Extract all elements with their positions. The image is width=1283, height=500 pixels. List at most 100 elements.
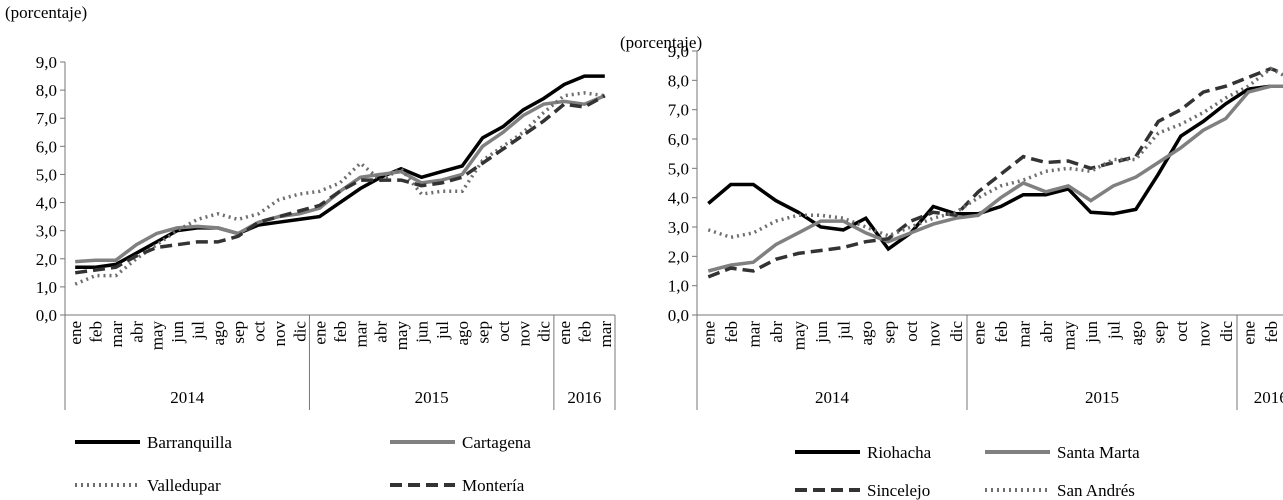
x-tick-label: ene xyxy=(699,321,718,345)
x-tick-label: mar xyxy=(107,321,126,348)
series-line xyxy=(707,84,1283,273)
y-tick-label: 0,0 xyxy=(668,306,689,325)
x-tick-label: nov xyxy=(924,321,943,347)
x-tick-label: oct xyxy=(250,321,269,342)
x-tick-label: mar xyxy=(1014,321,1033,348)
x-tick-label: ene xyxy=(969,321,988,345)
x-tick-label: feb xyxy=(87,321,106,343)
x-tick-label: may xyxy=(789,321,808,351)
x-tick-label: oct xyxy=(902,321,921,342)
x-tick-label: abr xyxy=(767,321,786,343)
year-label: 2014 xyxy=(170,388,205,407)
x-tick-label: ene xyxy=(1239,321,1258,345)
x-tick-label: dic xyxy=(535,321,554,342)
series-line xyxy=(74,91,606,286)
y-tick-label: 7,0 xyxy=(668,101,689,120)
x-tick-label: sep xyxy=(879,321,898,344)
y-tick-label: 5,0 xyxy=(36,165,57,184)
x-tick-label: mar xyxy=(596,321,615,348)
y-tick-label: 2,0 xyxy=(36,250,57,269)
y-tick-label: 6,0 xyxy=(36,137,57,156)
x-tick-label: nov xyxy=(1194,321,1213,347)
y-tick-label: 1,0 xyxy=(36,278,57,297)
series-line xyxy=(75,74,605,269)
x-tick-label: oct xyxy=(1172,321,1191,342)
x-tick-label: abr xyxy=(372,321,391,343)
x-tick-label: nov xyxy=(270,321,289,347)
x-tick-label: jul xyxy=(1104,321,1123,340)
y-tick-label: 9,0 xyxy=(668,42,689,61)
year-label: 2016 xyxy=(567,388,601,407)
series-line xyxy=(707,66,1283,240)
y-tick-label: 8,0 xyxy=(668,71,689,90)
x-tick-label: dic xyxy=(947,321,966,342)
x-tick-label: dic xyxy=(290,321,309,342)
x-tick-label: feb xyxy=(722,321,741,343)
year-label: 2015 xyxy=(1085,388,1119,407)
x-tick-label: ene xyxy=(66,321,85,345)
x-tick-label: may xyxy=(148,321,167,351)
x-tick-label: jun xyxy=(412,321,431,344)
x-tick-label: ene xyxy=(311,321,330,345)
y-tick-label: 3,0 xyxy=(668,218,689,237)
x-tick-label: abr xyxy=(1037,321,1056,343)
x-tick-label: jun xyxy=(812,321,831,344)
legend-label: Cartagena xyxy=(462,433,531,452)
series-line xyxy=(75,94,606,264)
x-tick-label: nov xyxy=(514,321,533,347)
x-tick-label: jun xyxy=(168,321,187,344)
legend-label: Riohacha xyxy=(867,443,932,462)
x-tick-label: ago xyxy=(1127,321,1146,346)
legend-label: San Andrés xyxy=(1057,481,1135,500)
y-tick-label: 8,0 xyxy=(36,81,57,100)
x-tick-label: sep xyxy=(229,321,248,344)
y-tick-label: 6,0 xyxy=(668,130,689,149)
year-label: 2015 xyxy=(415,388,449,407)
x-tick-label: ago xyxy=(209,321,228,346)
y-tick-label: 9,0 xyxy=(36,53,57,72)
series-line xyxy=(74,94,606,275)
x-tick-label: ago xyxy=(857,321,876,346)
x-tick-label: oct xyxy=(494,321,513,342)
x-tick-label: mar xyxy=(351,321,370,348)
x-tick-label: jul xyxy=(433,321,452,340)
x-tick-label: feb xyxy=(575,321,594,343)
chart: (porcentaje) 0,0 1,0 2,0 3,0 4,0 5,0 6,0 7,0 8,0 9… xyxy=(5,3,616,495)
y-axis-label: (porcentaje) xyxy=(620,33,702,52)
x-tick-label: abr xyxy=(127,321,146,343)
x-tick-label: jul xyxy=(834,321,853,340)
y-tick-label: 5,0 xyxy=(668,159,689,178)
x-tick-label: ago xyxy=(453,321,472,346)
x-tick-label: ene xyxy=(555,321,574,345)
legend-label: Valledupar xyxy=(147,476,221,495)
series-line xyxy=(707,84,1283,252)
x-tick-label: mar xyxy=(744,321,763,348)
y-tick-label: 4,0 xyxy=(36,194,57,213)
y-axis-label: (porcentaje) xyxy=(5,3,87,22)
legend-label: Montería xyxy=(462,476,525,495)
y-tick-label: 1,0 xyxy=(668,277,689,296)
x-tick-label: dic xyxy=(1217,321,1236,342)
y-tick-label: 7,0 xyxy=(36,109,57,128)
year-label: 2014 xyxy=(815,388,850,407)
y-tick-label: 3,0 xyxy=(36,222,57,241)
x-tick-label: may xyxy=(392,321,411,351)
year-label: 2016 xyxy=(1254,388,1283,407)
legend-label: Sincelejo xyxy=(867,481,930,500)
x-tick-label: sep xyxy=(1149,321,1168,344)
x-tick-label: jun xyxy=(1082,321,1101,344)
legend-label: Santa Marta xyxy=(1057,443,1140,462)
x-tick-label: feb xyxy=(992,321,1011,343)
y-tick-label: 4,0 xyxy=(668,189,689,208)
y-tick-label: 0,0 xyxy=(36,306,57,325)
y-tick-label: 2,0 xyxy=(668,247,689,266)
x-tick-label: feb xyxy=(1262,321,1281,343)
chart: (porcentaje) 0,0 1,0 2,0 3,0 4,0 5,0 6,0 7,0 8,0 9… xyxy=(620,33,1283,500)
x-tick-label: feb xyxy=(331,321,350,343)
x-tick-label: jul xyxy=(188,321,207,340)
x-tick-label: sep xyxy=(474,321,493,344)
x-tick-label: may xyxy=(1059,321,1078,351)
series-line xyxy=(707,66,1283,279)
legend-label: Barranquilla xyxy=(147,433,232,452)
